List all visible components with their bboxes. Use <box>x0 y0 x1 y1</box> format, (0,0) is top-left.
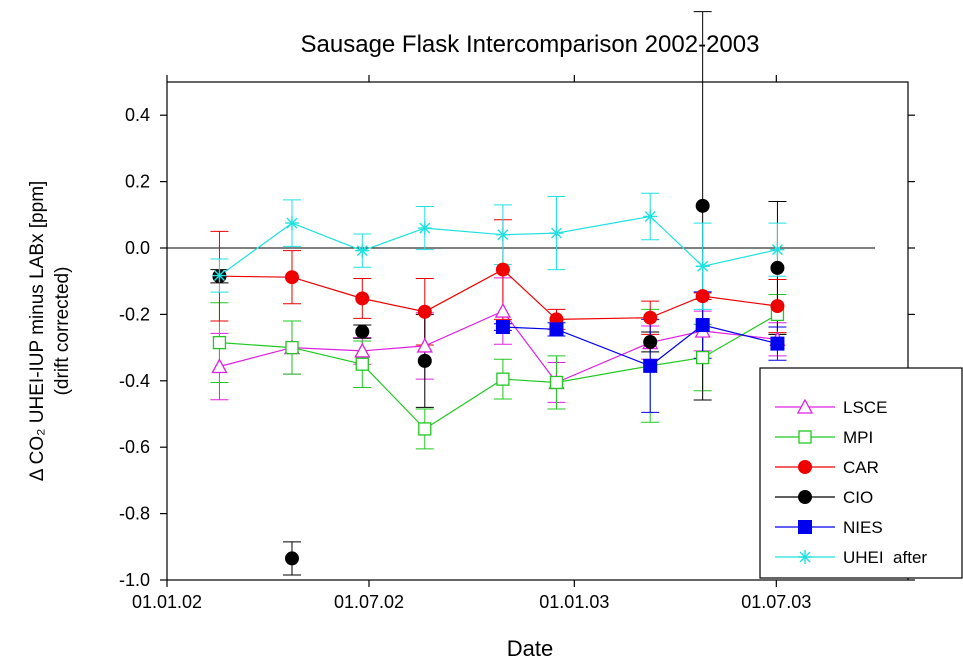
marker <box>284 216 299 231</box>
marker <box>643 334 658 349</box>
x-axis-label: Date <box>507 636 553 660</box>
marker <box>285 340 299 355</box>
y-tick-label: 0.4 <box>125 105 150 125</box>
marker <box>284 551 299 566</box>
y-tick-label: -0.4 <box>119 371 150 391</box>
marker <box>418 422 432 436</box>
marker <box>549 322 564 337</box>
marker <box>770 242 785 257</box>
chart-title: Sausage Flask Intercomparison 2002-2003 <box>301 31 760 58</box>
marker <box>284 270 299 285</box>
legend-box <box>759 367 963 579</box>
marker <box>494 302 511 318</box>
x-tick-label: 01.01.02 <box>132 592 202 612</box>
marker <box>770 299 785 314</box>
x-tick-label: 01.07.02 <box>334 592 404 612</box>
marker <box>695 318 710 333</box>
marker <box>643 358 658 373</box>
y-axis-label: Δ CO₂ UHEI-IUP minus LABx [ppm] <box>27 181 48 482</box>
marker <box>417 304 432 319</box>
x-tick-label: 01.07.03 <box>741 592 811 612</box>
marker <box>355 357 369 371</box>
marker <box>798 460 812 474</box>
plot-frame <box>166 81 909 581</box>
marker <box>212 268 227 283</box>
y-tick-label: -1.0 <box>119 570 150 590</box>
y-tick-label: -0.6 <box>119 437 150 457</box>
marker <box>211 358 228 374</box>
y-axis-label: (drift corrected) <box>52 267 73 396</box>
marker <box>796 398 814 414</box>
x-tick-label: 01.01.03 <box>539 592 609 612</box>
series-line <box>502 324 778 367</box>
legend-label: UHEI after <box>843 548 927 567</box>
legend-label: MPI <box>843 428 873 447</box>
marker <box>643 310 658 325</box>
marker <box>770 260 785 275</box>
marker <box>696 350 710 365</box>
marker <box>496 372 510 386</box>
marker <box>798 520 812 534</box>
marker <box>798 490 812 504</box>
marker <box>416 337 433 353</box>
marker <box>495 227 510 242</box>
marker <box>212 335 227 350</box>
marker <box>770 336 785 351</box>
marker <box>695 198 710 213</box>
marker <box>549 226 564 241</box>
marker <box>355 324 370 339</box>
marker <box>798 430 812 444</box>
y-tick-label: -0.2 <box>119 304 150 324</box>
y-tick-label: -0.8 <box>119 504 150 524</box>
marker <box>695 259 710 274</box>
legend-label: CAR <box>843 458 879 477</box>
marker <box>417 353 432 368</box>
legend-label: LSCE <box>843 398 887 417</box>
legend-label: CIO <box>843 488 873 507</box>
marker <box>695 289 710 304</box>
legend: LSCE MPI CAR CIO NIES UHEI after <box>759 367 963 579</box>
marker <box>495 262 510 277</box>
marker <box>495 320 510 335</box>
marker <box>355 243 370 258</box>
marker <box>643 209 658 224</box>
y-tick-label: 0.2 <box>125 172 150 192</box>
marker <box>549 375 564 390</box>
y-tick-label: 0.0 <box>125 238 150 258</box>
marker <box>354 342 371 358</box>
marker <box>798 550 812 564</box>
marker <box>417 221 432 236</box>
legend-label: NIES <box>843 518 883 537</box>
marker <box>355 291 370 306</box>
